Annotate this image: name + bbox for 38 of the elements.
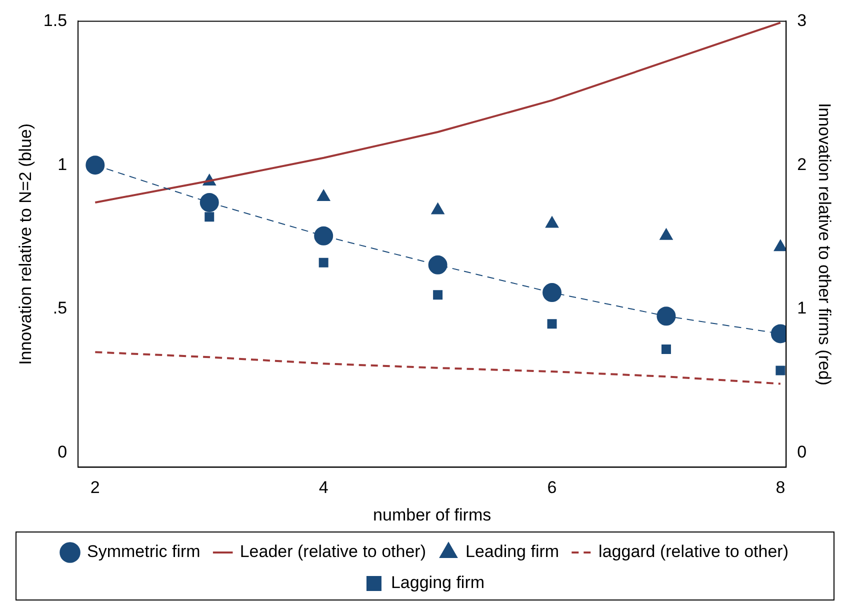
legend-label: Symmetric firm [87, 542, 200, 562]
point [318, 258, 328, 268]
y2-tick-label: 1 [797, 298, 807, 318]
point [317, 190, 330, 202]
x-axis-title: number of firms [373, 505, 492, 524]
point [545, 216, 559, 228]
point [660, 228, 673, 240]
y2-axis-title: Innovation relative to other firms (red) [815, 102, 834, 386]
point [661, 344, 671, 354]
y-tick-label: 0 [58, 442, 68, 462]
x-tick-label: 4 [318, 478, 328, 498]
y2-tick-label: 3 [797, 10, 807, 30]
point [314, 226, 334, 246]
x-tick-label: 8 [776, 478, 786, 498]
point [428, 255, 448, 274]
point [776, 366, 786, 376]
legend-label: Leader (relative to other) [240, 542, 426, 562]
point [431, 202, 444, 214]
point [547, 319, 557, 329]
legend-label: laggard (relative to other) [598, 542, 788, 562]
line-series [94, 351, 782, 385]
y2-tick-label: 2 [797, 154, 807, 174]
point [542, 283, 562, 302]
y-tick-label: 1.5 [43, 10, 68, 30]
x-tick-label: 6 [547, 478, 557, 498]
y-tick-label: .5 [52, 298, 68, 318]
point [200, 192, 219, 212]
point [86, 156, 105, 175]
y-axis-title: Innovation relative to N=2 (blue) [16, 123, 35, 365]
legend-label: Leading firm [466, 542, 560, 562]
y2-tick-label: 0 [797, 442, 807, 462]
point [433, 290, 443, 300]
y-tick-label: 1 [58, 154, 68, 174]
point [774, 240, 786, 252]
x-tick-label: 2 [90, 478, 100, 498]
point [656, 306, 676, 326]
legend-label: Lagging firm [390, 573, 485, 592]
point [204, 212, 214, 222]
